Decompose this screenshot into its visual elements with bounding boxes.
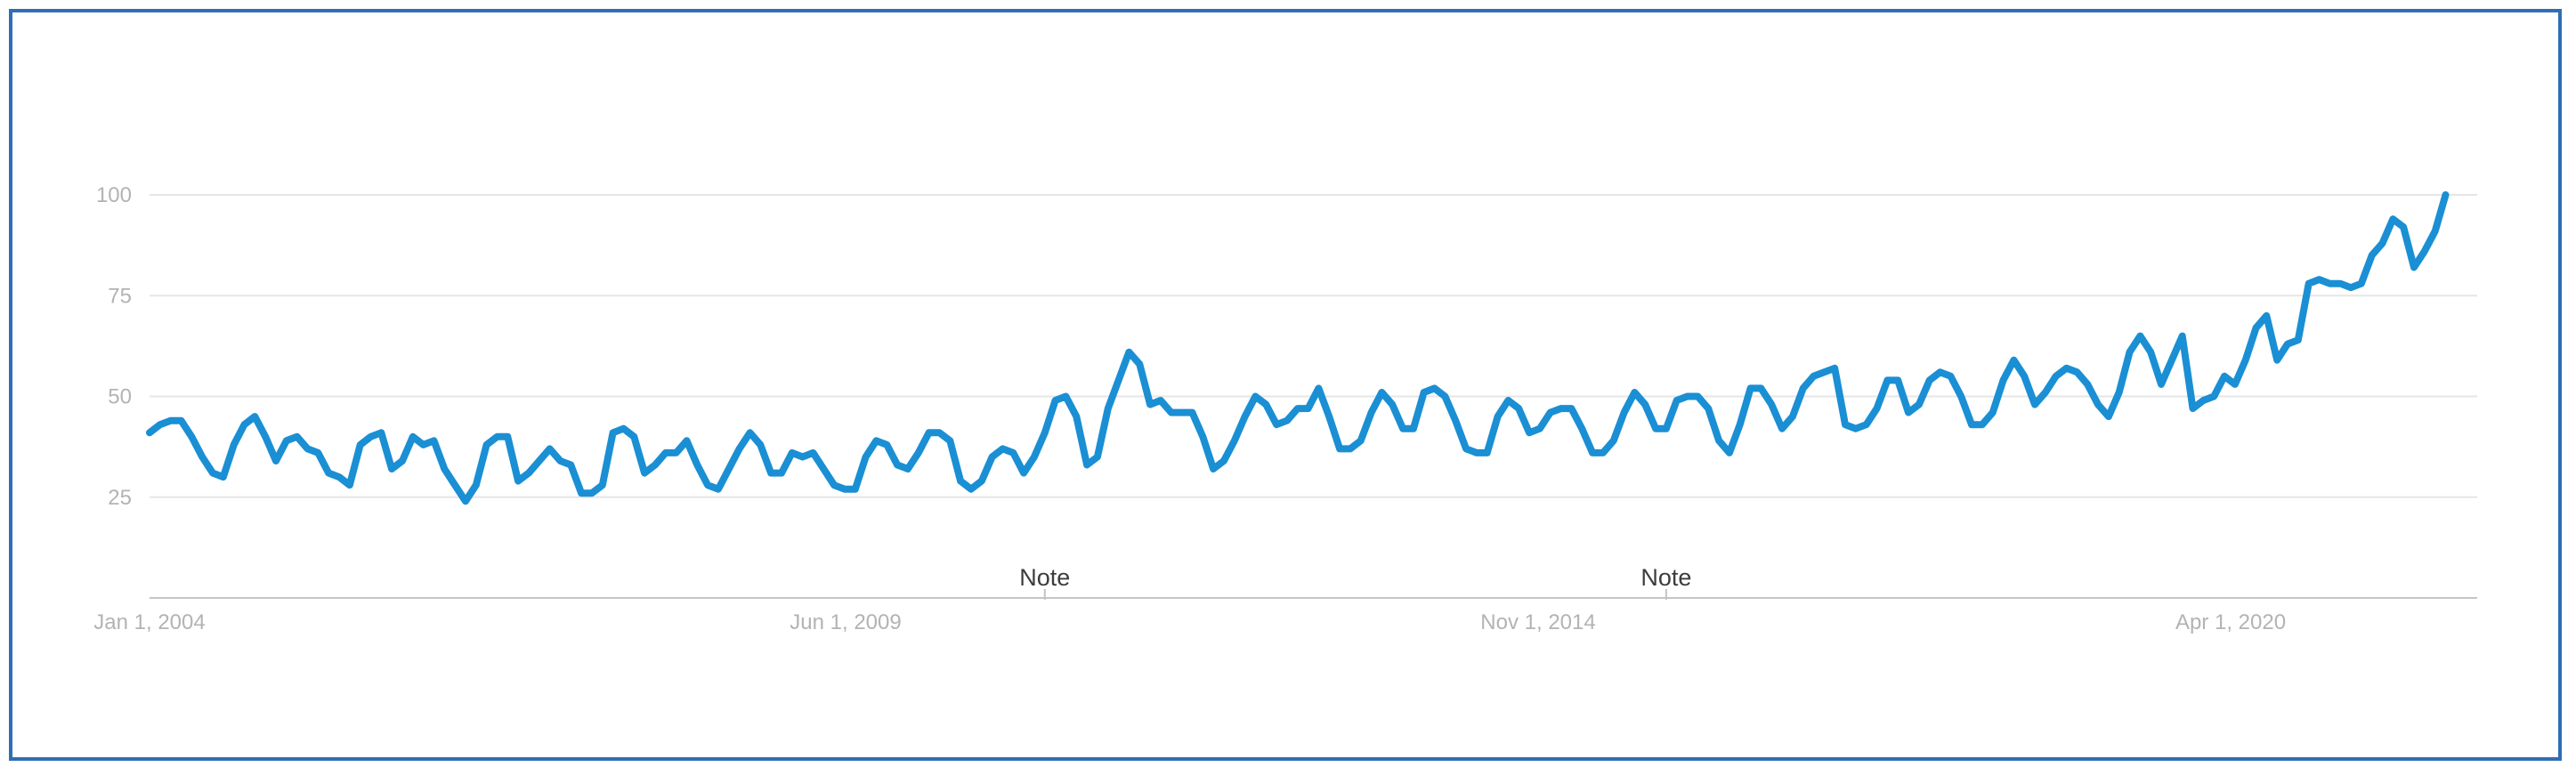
y-tick-label: 25 (108, 486, 132, 510)
chart-frame (9, 9, 2562, 761)
y-tick-label: 75 (108, 284, 132, 308)
x-tick-label: Nov 1, 2014 (1480, 610, 1595, 634)
x-tick-label: Apr 1, 2020 (2175, 610, 2286, 634)
x-tick-label: Jan 1, 2004 (93, 610, 205, 634)
series-line (146, 191, 2450, 505)
y-tick-label: 100 (96, 183, 132, 207)
x-tick-label: Jun 1, 2009 (790, 610, 901, 634)
y-tick-label: 50 (108, 385, 132, 409)
annotation-note[interactable]: Note (1019, 564, 1070, 591)
annotation-note[interactable]: Note (1640, 564, 1691, 591)
